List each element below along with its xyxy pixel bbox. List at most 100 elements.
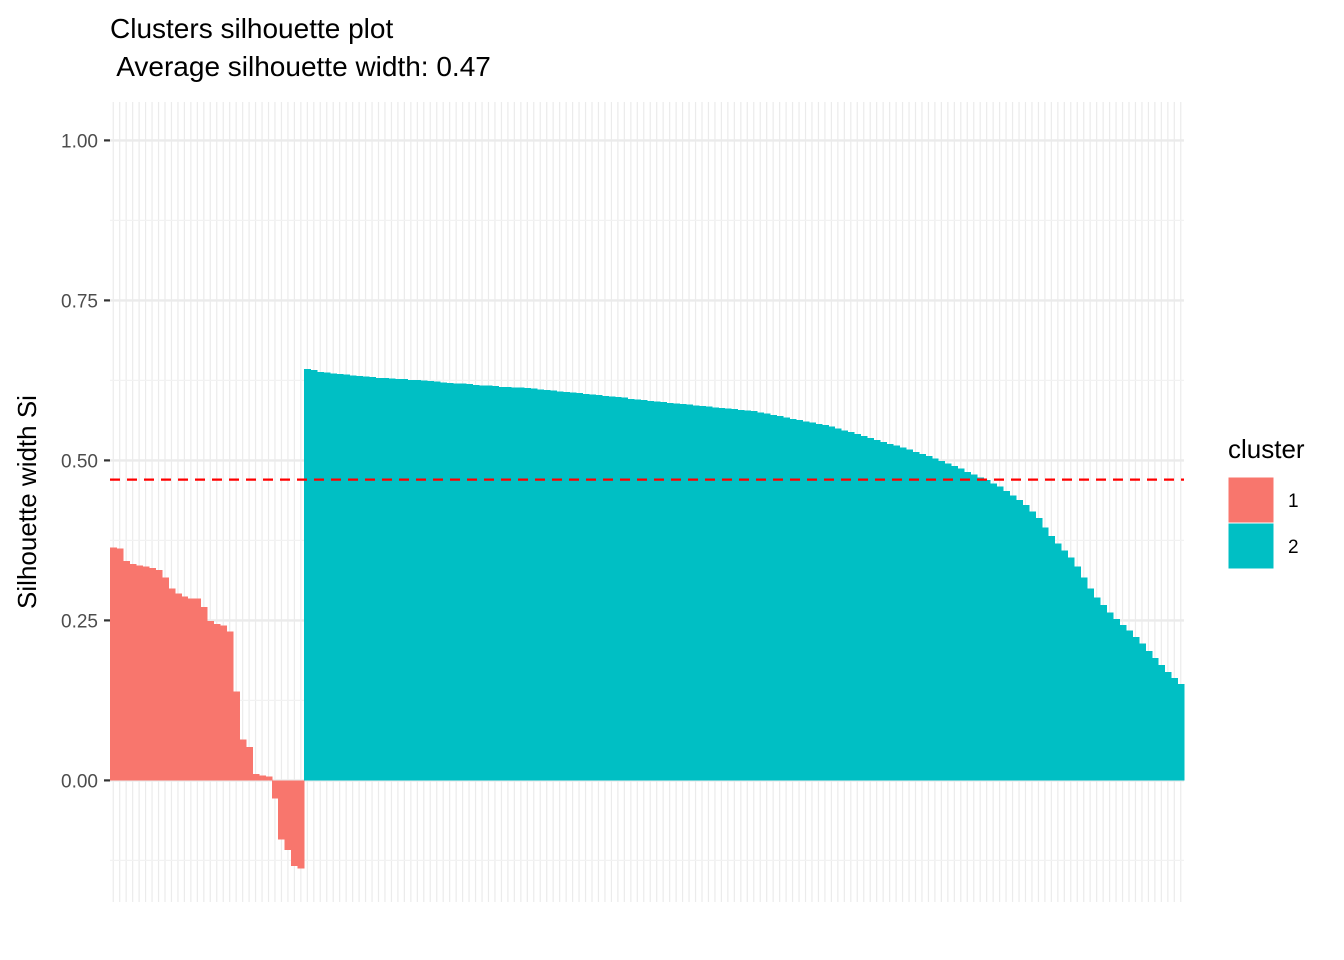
bar-cluster-2 bbox=[705, 406, 713, 781]
bar-cluster-1 bbox=[174, 593, 182, 781]
bar-cluster-1 bbox=[155, 569, 163, 781]
bar-cluster-2 bbox=[420, 380, 428, 781]
bar-cluster-2 bbox=[1132, 637, 1140, 781]
bar-cluster-2 bbox=[873, 439, 881, 781]
bar-cluster-2 bbox=[433, 381, 441, 781]
y-tick-label: 1.00 bbox=[61, 131, 98, 152]
bar-cluster-2 bbox=[841, 430, 849, 781]
bar-cluster-2 bbox=[1158, 665, 1166, 781]
bar-cluster-2 bbox=[964, 471, 972, 781]
chart-subtitle: Average silhouette width: 0.47 bbox=[110, 51, 491, 82]
bar-cluster-2 bbox=[317, 372, 325, 781]
bar-cluster-2 bbox=[892, 445, 900, 781]
bar-cluster-2 bbox=[446, 382, 454, 781]
bar-cluster-1 bbox=[284, 780, 292, 851]
bars-layer bbox=[110, 368, 1185, 869]
y-tick-label: 0.75 bbox=[61, 291, 98, 312]
bar-cluster-1 bbox=[168, 588, 176, 781]
bar-cluster-2 bbox=[925, 455, 933, 781]
bar-cluster-2 bbox=[731, 409, 739, 781]
bar-cluster-1 bbox=[291, 780, 299, 867]
legend-key-cluster-1 bbox=[1227, 476, 1275, 524]
bar-cluster-2 bbox=[504, 386, 512, 781]
bar-cluster-1 bbox=[194, 598, 202, 781]
bar-cluster-2 bbox=[1138, 643, 1146, 781]
bar-cluster-2 bbox=[1022, 505, 1030, 781]
bar-cluster-1 bbox=[213, 624, 221, 781]
bar-cluster-2 bbox=[1028, 511, 1036, 781]
bar-cluster-2 bbox=[621, 397, 629, 781]
bar-cluster-1 bbox=[271, 780, 279, 799]
bar-cluster-2 bbox=[744, 410, 752, 781]
bar-cluster-2 bbox=[1164, 672, 1172, 781]
bar-cluster-2 bbox=[608, 396, 616, 781]
bar-cluster-2 bbox=[672, 403, 680, 781]
bar-cluster-2 bbox=[1145, 651, 1153, 781]
bar-cluster-2 bbox=[821, 425, 829, 781]
bar-cluster-2 bbox=[388, 378, 396, 781]
bar-cluster-1 bbox=[226, 631, 234, 781]
bar-cluster-2 bbox=[634, 399, 642, 781]
y-tick-label: 0.25 bbox=[61, 611, 98, 632]
bar-cluster-1 bbox=[181, 596, 189, 781]
bar-cluster-2 bbox=[711, 407, 719, 781]
bar-cluster-2 bbox=[996, 486, 1004, 781]
bar-cluster-2 bbox=[647, 400, 655, 781]
bar-cluster-1 bbox=[297, 780, 305, 869]
bar-cluster-2 bbox=[614, 397, 622, 781]
bar-cluster-2 bbox=[769, 414, 777, 781]
bar-cluster-2 bbox=[957, 468, 965, 781]
bar-cluster-2 bbox=[575, 393, 583, 781]
bar-cluster-1 bbox=[239, 739, 247, 781]
bar-cluster-2 bbox=[1048, 535, 1056, 781]
bar-cluster-2 bbox=[666, 402, 674, 781]
bar-cluster-2 bbox=[368, 377, 376, 781]
bar-cluster-2 bbox=[394, 379, 402, 781]
bar-cluster-2 bbox=[1015, 500, 1023, 781]
bar-cluster-2 bbox=[511, 387, 519, 781]
bar-cluster-2 bbox=[815, 423, 823, 781]
bar-cluster-2 bbox=[627, 398, 635, 781]
bar-cluster-2 bbox=[1119, 624, 1127, 781]
bar-cluster-2 bbox=[938, 461, 946, 781]
bar-cluster-2 bbox=[970, 474, 978, 781]
bar-cluster-2 bbox=[1074, 566, 1082, 781]
bar-cluster-2 bbox=[427, 381, 435, 781]
bar-cluster-2 bbox=[336, 374, 344, 781]
legend-title: cluster bbox=[1228, 434, 1305, 464]
bar-cluster-1 bbox=[187, 598, 195, 781]
bar-cluster-2 bbox=[763, 413, 771, 781]
bar-cluster-2 bbox=[698, 406, 706, 781]
bar-cluster-2 bbox=[491, 386, 499, 781]
bar-cluster-1 bbox=[200, 606, 208, 781]
bar-cluster-2 bbox=[737, 409, 745, 781]
bar-cluster-1 bbox=[232, 691, 240, 781]
bar-cluster-2 bbox=[517, 387, 525, 781]
bar-cluster-2 bbox=[1086, 588, 1095, 781]
bar-cluster-1 bbox=[245, 747, 253, 781]
bar-cluster-2 bbox=[588, 394, 596, 781]
bar-cluster-2 bbox=[1112, 619, 1120, 781]
bar-cluster-2 bbox=[329, 373, 338, 781]
bar-cluster-2 bbox=[569, 392, 577, 781]
bar-cluster-2 bbox=[478, 385, 486, 781]
bar-cluster-2 bbox=[918, 454, 926, 781]
bar-cluster-1 bbox=[110, 547, 118, 781]
bar-cluster-2 bbox=[595, 395, 603, 781]
bar-cluster-2 bbox=[323, 372, 331, 781]
bar-cluster-2 bbox=[543, 390, 551, 781]
bar-cluster-1 bbox=[258, 775, 266, 781]
bar-cluster-2 bbox=[304, 368, 312, 781]
bar-cluster-1 bbox=[278, 780, 286, 840]
bar-cluster-2 bbox=[530, 388, 538, 781]
bar-cluster-2 bbox=[498, 386, 506, 781]
bar-cluster-2 bbox=[847, 432, 855, 781]
bar-cluster-2 bbox=[834, 428, 842, 781]
bar-cluster-2 bbox=[866, 438, 875, 781]
bar-cluster-1 bbox=[116, 548, 124, 781]
bar-cluster-2 bbox=[912, 452, 920, 781]
bar-cluster-1 bbox=[122, 560, 131, 781]
y-axis: 0.00 0.25 0.50 0.75 1.00 bbox=[61, 131, 110, 792]
bar-cluster-2 bbox=[1035, 518, 1043, 781]
bar-cluster-2 bbox=[1093, 597, 1101, 781]
